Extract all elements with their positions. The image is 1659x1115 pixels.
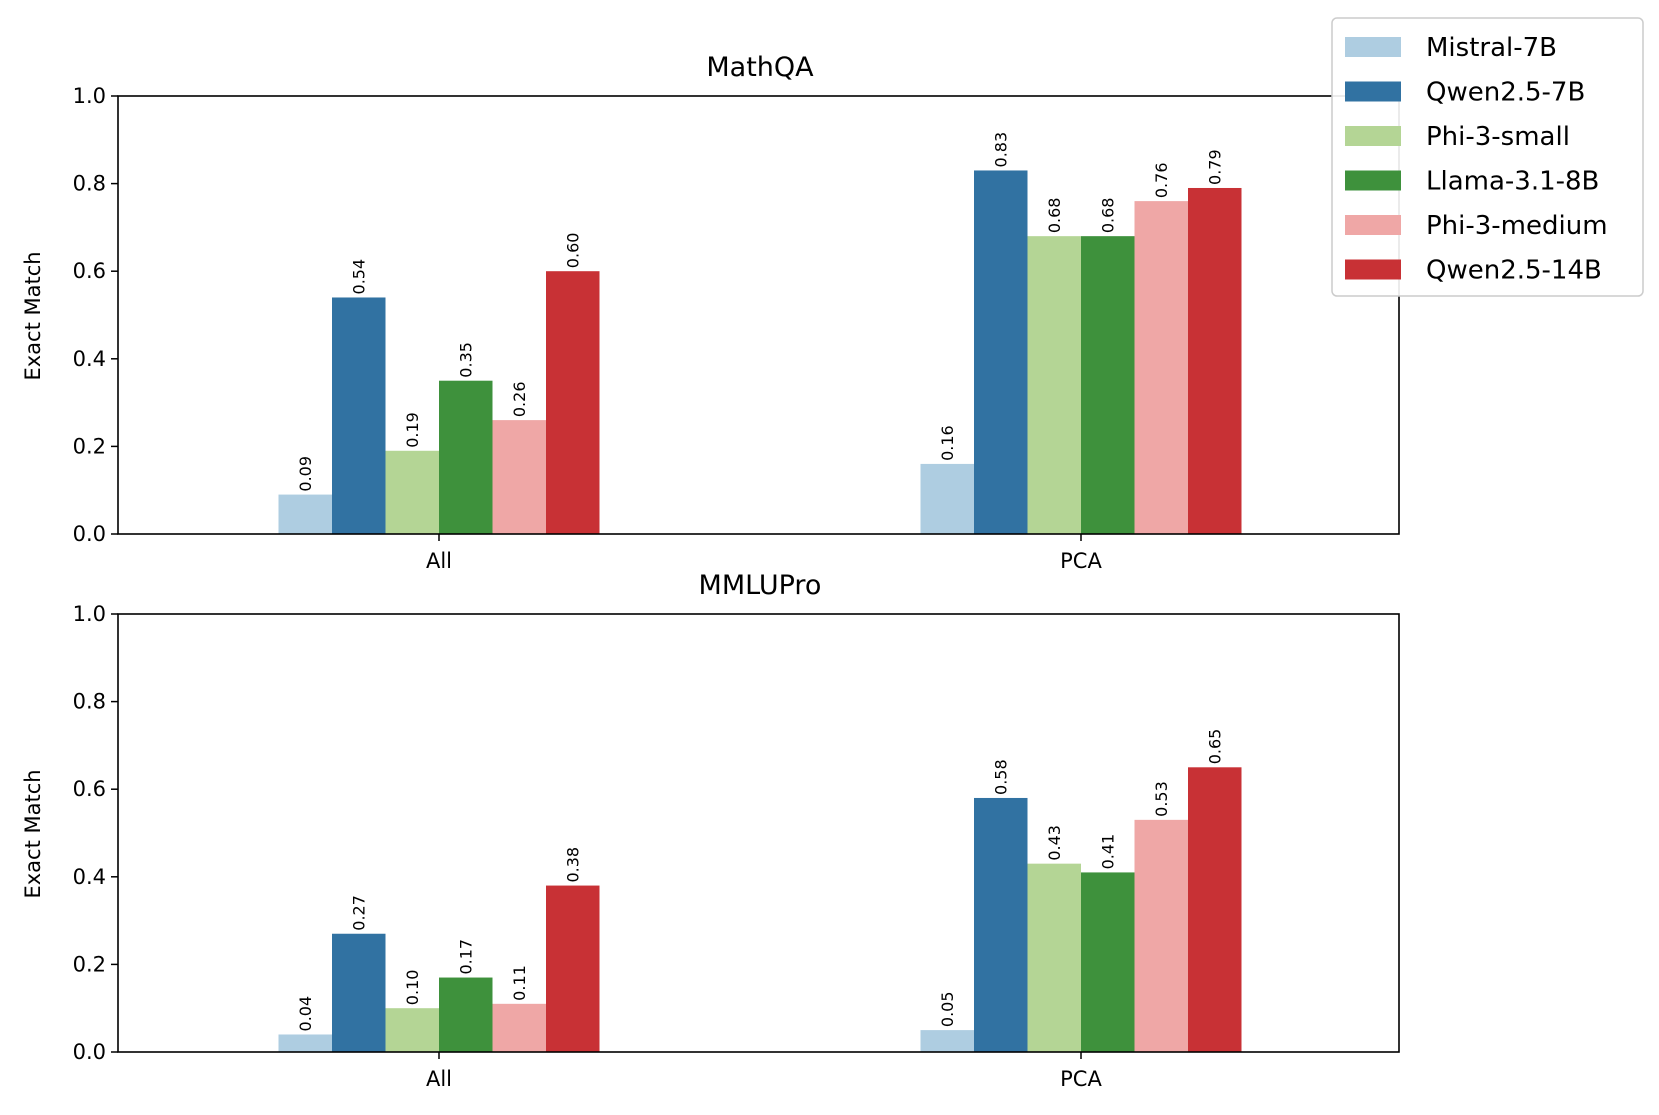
- x-tick-label: All: [426, 1067, 452, 1091]
- legend-label: Qwen2.5-14B: [1426, 256, 1602, 286]
- bar-value-label: 0.76: [1152, 162, 1171, 198]
- legend-label: Mistral-7B: [1426, 33, 1557, 63]
- y-tick-label: 0.2: [73, 952, 106, 976]
- bar-value-label: 0.68: [1099, 198, 1118, 234]
- bar-value-label: 0.16: [938, 425, 957, 461]
- bar: [1081, 872, 1135, 1052]
- bar: [1027, 236, 1081, 534]
- bar: [546, 271, 600, 534]
- bar: [1188, 187, 1242, 535]
- bar-value-label: 0.19: [403, 412, 422, 448]
- bar: [920, 1030, 974, 1052]
- bar: [1027, 863, 1081, 1052]
- bar: [385, 450, 439, 534]
- y-tick-label: 0.6: [73, 259, 106, 283]
- bar: [974, 797, 1028, 1052]
- bar: [1134, 201, 1188, 534]
- chart-title: MathQA: [706, 52, 814, 83]
- bar-value-label: 0.27: [350, 895, 369, 931]
- bar-value-label: 0.79: [1206, 149, 1225, 185]
- x-tick-label: PCA: [1060, 1067, 1102, 1091]
- bar: [492, 420, 546, 534]
- bar-value-label: 0.11: [510, 965, 529, 1001]
- bar: [332, 297, 386, 534]
- y-tick-label: 0.2: [73, 434, 106, 458]
- y-axis-label: Exact Match: [21, 251, 45, 380]
- y-tick-label: 1.0: [73, 602, 106, 626]
- y-tick-label: 0.8: [73, 690, 106, 714]
- bar: [546, 885, 600, 1052]
- bar-value-label: 0.17: [457, 939, 476, 975]
- bar: [439, 977, 493, 1052]
- bar: [1134, 819, 1188, 1052]
- bar-value-label: 0.53: [1152, 781, 1171, 817]
- bar-value-label: 0.35: [457, 342, 476, 378]
- legend-label: Qwen2.5-7B: [1426, 78, 1585, 108]
- legend-label: Llama-3.1-8B: [1426, 167, 1599, 197]
- x-tick-label: All: [426, 549, 452, 573]
- bar: [1188, 767, 1242, 1052]
- y-tick-label: 0.4: [73, 347, 106, 371]
- plot-frame: [117, 613, 1400, 1053]
- chart-panel-mathqa: MathQA Exact Match 0.09 0.16 0.54 0.83 0.19 0…: [21, 52, 1400, 573]
- legend-swatch: [1345, 81, 1401, 102]
- legend-label: Phi-3-small: [1426, 122, 1570, 152]
- bar: [974, 170, 1028, 534]
- bar-value-label: 0.38: [564, 847, 583, 883]
- y-axis-label: Exact Match: [21, 769, 45, 898]
- legend-swatch: [1345, 126, 1401, 146]
- bar: [1081, 236, 1135, 534]
- bar-value-label: 0.43: [1045, 825, 1064, 861]
- bar: [920, 463, 974, 534]
- bar-value-label: 0.68: [1045, 198, 1064, 234]
- bar: [492, 1003, 546, 1052]
- bar-value-label: 0.65: [1206, 729, 1225, 765]
- bar: [278, 1034, 332, 1052]
- bar: [439, 380, 493, 534]
- bar: [385, 1008, 439, 1052]
- y-tick-label: 0.0: [73, 1040, 106, 1064]
- bar-value-label: 0.05: [938, 991, 957, 1027]
- bar-value-label: 0.54: [350, 259, 369, 295]
- chart-title: MMLUPro: [699, 570, 822, 601]
- legend-swatch: [1345, 37, 1401, 57]
- bar-value-label: 0.04: [296, 996, 315, 1032]
- chart-panel-mmlupro: MMLUPro Exact Match 0.04 0.05 0.27 0.58 0.10…: [21, 570, 1400, 1091]
- bar-value-label: 0.09: [296, 456, 315, 492]
- bar: [278, 494, 332, 534]
- legend-swatch: [1345, 215, 1401, 235]
- legend-label: Phi-3-medium: [1426, 211, 1608, 241]
- bar-value-label: 0.41: [1099, 834, 1118, 870]
- y-tick-label: 0.4: [73, 865, 106, 889]
- bar: [332, 933, 386, 1052]
- y-tick-label: 1.0: [73, 84, 106, 108]
- bar-value-label: 0.26: [510, 381, 529, 417]
- legend-swatch: [1345, 259, 1401, 280]
- x-tick-label: PCA: [1060, 549, 1102, 573]
- plot-frame: [117, 95, 1400, 535]
- bar-value-label: 0.60: [564, 233, 583, 269]
- legend-frame: [1331, 17, 1644, 297]
- legend-swatch: [1345, 170, 1401, 191]
- bar-value-label: 0.83: [992, 132, 1011, 168]
- bar-value-label: 0.58: [992, 759, 1011, 795]
- y-tick-label: 0.6: [73, 777, 106, 801]
- y-tick-label: 0.8: [73, 172, 106, 196]
- y-tick-label: 0.0: [73, 522, 106, 546]
- bar-value-label: 0.10: [403, 970, 422, 1006]
- legend: Mistral-7B Qwen2.5-7B Phi-3-small Llama-3.1…: [1331, 17, 1644, 297]
